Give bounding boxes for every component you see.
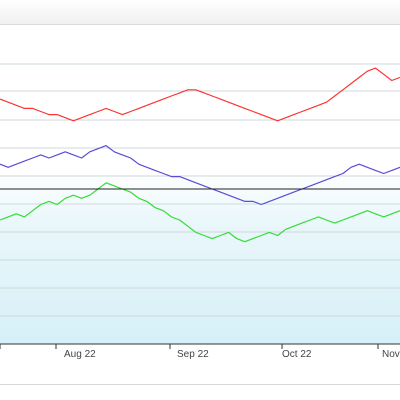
series-line-0 bbox=[0, 67, 400, 122]
series-line-1 bbox=[0, 145, 400, 206]
x-tick-label-0: Aug 22 bbox=[64, 349, 96, 360]
x-axis: Aug 22 Sep 22 Oct 22 Nov bbox=[0, 344, 400, 360]
grid-lines bbox=[0, 63, 400, 317]
chart-header-bar bbox=[0, 0, 400, 25]
series-layer bbox=[0, 67, 400, 243]
x-tick-label-2: Oct 22 bbox=[282, 349, 312, 360]
x-tick-label-3: Nov bbox=[382, 349, 400, 360]
series-line-2 bbox=[0, 182, 400, 243]
x-tick-label-1: Sep 22 bbox=[177, 349, 209, 360]
frame-bottom-border bbox=[0, 384, 400, 385]
